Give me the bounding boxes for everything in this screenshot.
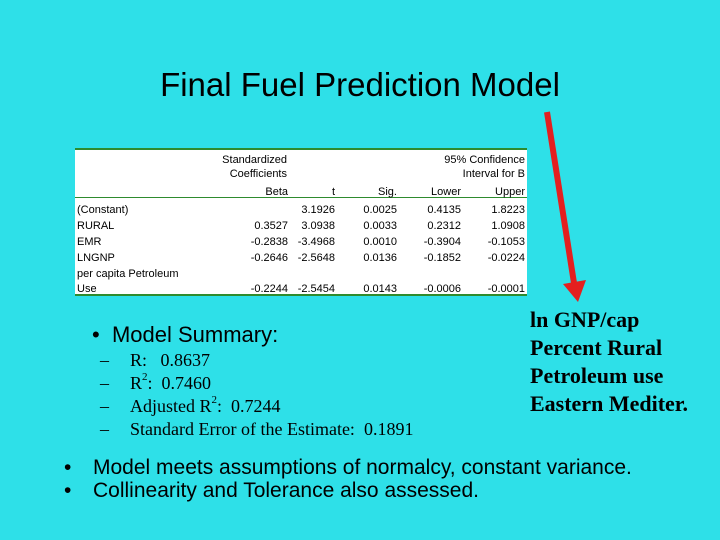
bullet-dot: • [92, 322, 112, 347]
arrow-shaft [544, 111, 577, 284]
dash-icon: – [100, 373, 109, 393]
table-row-label: per capita Petroleum [77, 268, 179, 280]
bullet-item: • Collinearity and Tolerance also assess… [64, 479, 694, 502]
table-cell-lower: -0.3904 [423, 236, 461, 248]
header-lower: Lower [431, 186, 461, 198]
bullet-text: Collinearity and Tolerance also assessed… [93, 479, 479, 502]
bullet-dot: • [64, 456, 72, 479]
table-cell-beta: -0.2838 [250, 236, 288, 248]
summary-r2-label: R [130, 373, 143, 393]
summary-adjr2-suffix: : [217, 396, 223, 416]
table-cell-beta: 0.3527 [254, 220, 288, 232]
table-rule-mid [75, 197, 527, 198]
bullet-text: Model meets assumptions of normalcy, con… [93, 456, 632, 479]
table-cell-beta: -0.2244 [250, 283, 288, 295]
summary-r2-suffix: : [147, 373, 153, 393]
table-cell-t: 3.0938 [301, 220, 335, 232]
table-row-label: Use [77, 283, 97, 295]
table-cell-upper: 1.8223 [491, 204, 525, 216]
summary-se-label: Standard Error of the Estimate: [130, 419, 355, 439]
table-cell-sig: 0.0025 [363, 204, 397, 216]
summary-se-value: 0.1891 [363, 419, 414, 439]
header-coefficients: Coefficients [229, 168, 287, 180]
header-upper: Upper [495, 186, 525, 198]
summary-adjr2-label: Adjusted R [130, 396, 212, 416]
summary-item: – Standard Error of the Estimate: 0.1891 [100, 419, 413, 440]
table-row-label: LNGNP [77, 252, 115, 264]
table-cell-t: -2.5454 [297, 283, 335, 295]
bullet-item: • Model meets assumptions of normalcy, c… [64, 456, 694, 479]
bottom-bullets: • Model meets assumptions of normalcy, c… [64, 456, 694, 502]
model-summary-heading: • Model Summary: [92, 322, 278, 348]
table-rule-bottom [75, 294, 527, 296]
slide-title-text: Final Fuel Prediction Model [160, 66, 560, 103]
predictor-item: ln GNP/cap [530, 307, 640, 332]
table-cell-sig: 0.0143 [363, 283, 397, 295]
table-cell-t: -2.5648 [297, 252, 335, 264]
predictor-item: Petroleum use [530, 363, 664, 388]
header-sig: Sig. [378, 186, 397, 198]
summary-r-value: 0.8637 [160, 350, 211, 370]
table-cell-sig: 0.0033 [363, 220, 397, 232]
summary-adjr2-sup: 2 [211, 394, 218, 406]
dash-icon: – [100, 396, 109, 416]
table-row-label: RURAL [77, 220, 115, 232]
header-standardized: Standardized [222, 154, 287, 166]
table-cell-lower: -0.1852 [423, 252, 461, 264]
header-beta: Beta [265, 186, 288, 198]
summary-r2-sup: 2 [142, 371, 148, 383]
summary-adjr2-value: 0.7244 [231, 396, 281, 416]
header-interval: Interval for B [462, 168, 525, 180]
summary-item: – Adjusted R2: 0.7244 [100, 394, 281, 417]
predictor-list: ln GNP/cap Percent Rural Petroleum use E… [530, 306, 688, 418]
table-cell-sig: 0.0136 [363, 252, 397, 264]
summary-item: – R2: 0.7460 [100, 371, 212, 394]
arrow-head [563, 280, 586, 302]
table-cell-lower: 0.4135 [427, 204, 461, 216]
summary-item: – R: 0.8637 [100, 350, 210, 371]
table-row-label: EMR [77, 236, 102, 248]
bullet-dot: • [64, 479, 72, 502]
table-rule-top [75, 148, 527, 150]
table-cell-upper: 1.0908 [491, 220, 525, 232]
summary-r2-value: 0.7460 [161, 373, 212, 393]
coefficients-table: Standardized Coefficients 95% Confidence… [75, 148, 527, 296]
header-t: t [331, 186, 335, 198]
header-confidence: 95% Confidence [444, 154, 525, 166]
table-cell-lower: 0.2312 [427, 220, 461, 232]
predictor-item: Eastern Mediter. [530, 391, 689, 416]
summary-r-label: R: [130, 350, 148, 370]
dash-icon: – [100, 419, 109, 439]
slide-title: Final Fuel Prediction Model [0, 66, 720, 104]
table-row-label: (Constant) [77, 204, 129, 216]
table-cell-upper: -0.1053 [487, 236, 525, 248]
dash-icon: – [100, 350, 109, 370]
table-cell-upper: -0.0001 [487, 283, 525, 295]
table-cell-beta: -0.2646 [250, 252, 288, 264]
table-cell-t: -3.4968 [297, 236, 335, 248]
table-cell-sig: 0.0010 [363, 236, 397, 248]
table-cell-t: 3.1926 [301, 204, 335, 216]
predictor-item: Percent Rural [530, 335, 663, 360]
table-cell-upper: -0.0224 [487, 252, 525, 264]
summary-heading-text: Model Summary: [111, 322, 279, 347]
table-cell-lower: -0.0006 [423, 283, 461, 295]
